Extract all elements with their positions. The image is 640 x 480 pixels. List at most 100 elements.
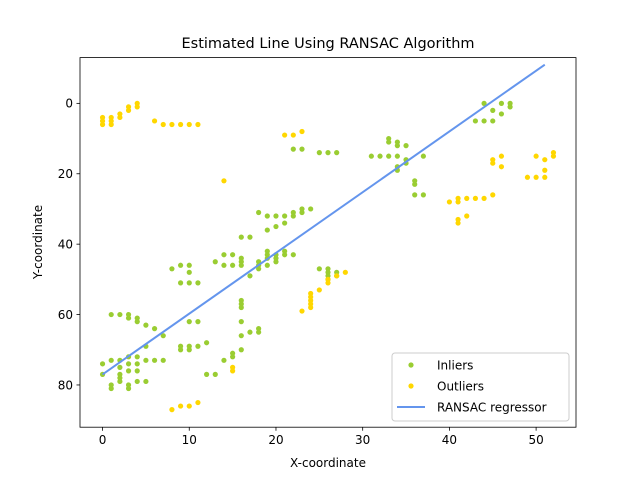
inlier-point: [238, 319, 244, 325]
inlier-point: [151, 326, 158, 332]
inlier-point: [143, 357, 149, 363]
legend: Inliers Outliers RANSAC regressor: [391, 352, 570, 422]
outlier-point: [490, 192, 496, 198]
outlier-point: [125, 107, 132, 113]
inlier-point: [290, 213, 296, 219]
outlier-point: [117, 114, 123, 121]
outlier-point: [542, 157, 548, 163]
outlier-point: [299, 128, 305, 135]
inlier-point: [368, 153, 374, 159]
inlier-point: [160, 333, 166, 339]
legend-outliers-label: Outliers: [437, 380, 484, 394]
inlier-point: [299, 146, 305, 152]
outlier-point: [490, 160, 496, 166]
x-tick-label: 50: [528, 433, 543, 447]
outlier-point: [195, 399, 201, 406]
inlier-point: [282, 220, 288, 226]
inlier-point: [212, 371, 218, 377]
inlier-point: [247, 273, 253, 279]
inlier-point: [282, 252, 288, 258]
inlier-point: [238, 234, 244, 240]
y-axis: 0 20 40 60 80: [58, 97, 80, 392]
inlier-point: [125, 385, 132, 392]
inlier-point: [186, 280, 192, 286]
inlier-point: [386, 139, 392, 145]
plot-frame: [79, 57, 577, 428]
inlier-point: [143, 378, 149, 385]
plot-area: [79, 57, 577, 428]
inlier-point: [186, 262, 192, 268]
inlier-point: [125, 361, 132, 367]
x-tick-label: 10: [182, 433, 197, 447]
inlier-point: [472, 118, 479, 124]
y-tick-label: 0: [65, 97, 73, 111]
outlier-point: [542, 167, 548, 173]
inlier-point: [273, 259, 279, 265]
outlier-point: [186, 403, 192, 409]
inlier-point: [299, 209, 305, 216]
inlier-point: [134, 319, 140, 325]
x-axis-label: X-coordinate: [290, 456, 366, 470]
ransac-regressor-line: [101, 63, 546, 376]
outlier-point: [282, 132, 288, 138]
inlier-point: [498, 100, 505, 106]
inlier-point: [386, 153, 392, 159]
outlier-point: [533, 174, 539, 180]
outlier-point: [230, 368, 236, 374]
inlier-point: [282, 213, 288, 219]
inlier-point: [169, 266, 175, 272]
inlier-point: [256, 266, 262, 272]
outlier-point: [334, 273, 340, 279]
outlier-point: [169, 407, 175, 413]
inlier-point: [177, 280, 184, 286]
inlier-point: [420, 153, 426, 159]
inlier-point: [204, 340, 210, 346]
inlier-point: [186, 319, 192, 325]
inlier-point: [134, 361, 140, 367]
inlier-point: [264, 262, 270, 268]
inlier-point: [125, 368, 132, 374]
inlier-point: [143, 322, 149, 328]
outlier-point: [316, 287, 322, 293]
inlier-point: [221, 262, 227, 268]
inlier-point: [117, 378, 123, 385]
inlier-point: [264, 227, 270, 233]
y-tick-label: 20: [58, 167, 73, 181]
inlier-point: [420, 192, 426, 198]
outlier-point: [160, 121, 166, 128]
outlier-point: [134, 104, 140, 110]
x-axis: 0 10 20 30 40 50: [99, 427, 544, 447]
outlier-point: [455, 199, 461, 205]
outlier-point: [177, 403, 184, 409]
inlier-point: [125, 315, 132, 321]
inlier-point: [177, 262, 184, 268]
outlier-point: [498, 153, 505, 159]
outlier-point: [151, 118, 158, 124]
inlier-point: [221, 357, 227, 363]
inlier-point: [134, 354, 140, 360]
inlier-point: [195, 343, 201, 349]
inlier-point: [247, 234, 253, 240]
outlier-point: [550, 153, 557, 159]
outlier-point: [498, 164, 505, 170]
x-tick-label: 30: [355, 433, 370, 447]
outlier-point: [533, 153, 539, 159]
outlier-point: [464, 195, 470, 201]
outlier-point: [169, 121, 175, 128]
outlier-point: [524, 174, 531, 180]
inlier-point: [117, 311, 123, 318]
inlier-point: [221, 252, 227, 258]
inlier-point: [273, 213, 279, 219]
inlier-point: [117, 364, 123, 370]
inlier-point: [238, 333, 244, 339]
inlier-point: [377, 153, 383, 159]
inlier-point: [238, 304, 244, 311]
inlier-point: [186, 347, 192, 353]
outlier-point: [177, 121, 184, 128]
inlier-point: [151, 357, 158, 363]
inlier-point: [507, 104, 513, 110]
inlier-point: [394, 143, 400, 149]
inlier-point: [230, 252, 236, 258]
x-tick-label: 0: [99, 433, 107, 447]
inlier-point: [177, 347, 184, 353]
